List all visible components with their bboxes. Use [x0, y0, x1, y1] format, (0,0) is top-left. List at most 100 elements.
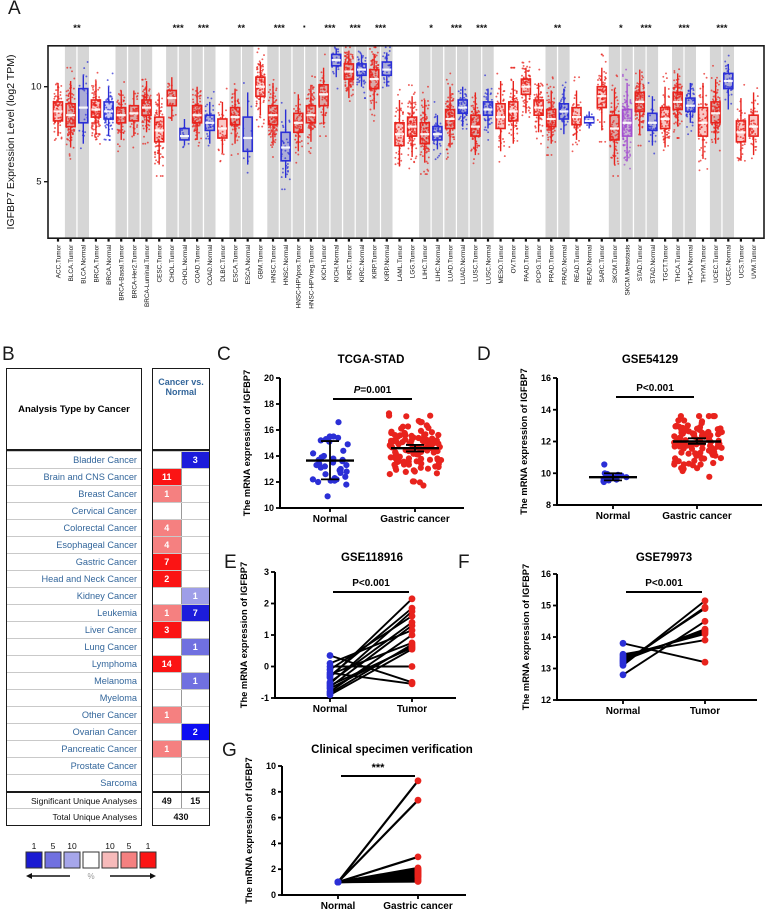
- box-column-READ.Tumor: [571, 76, 582, 153]
- down-count-cell: [180, 758, 210, 774]
- table-row-label: Esophageal Cancer: [7, 536, 141, 553]
- table-header-left: Analysis Type by Cancer: [7, 369, 141, 451]
- legend-swatch: [120, 851, 138, 869]
- count-row: [153, 757, 209, 774]
- x-axis-label: SARC.Tumor: [599, 244, 606, 283]
- table-row-label: Liver Cancer: [7, 621, 141, 638]
- tumor-point: [408, 644, 416, 651]
- down-count-cell: [180, 622, 210, 638]
- box-column-PRAD.Normal: [558, 81, 570, 135]
- tumor-point: [701, 630, 709, 638]
- box-column-THCA.Tumor: [672, 68, 684, 139]
- x-axis-label: THYM.Tumor: [700, 244, 707, 283]
- category-label: Normal: [313, 704, 348, 715]
- gray-band: [558, 45, 570, 239]
- count-row: 4: [153, 536, 209, 553]
- up-count-cell: [153, 588, 181, 604]
- x-axis-label: STAD.Tumor: [637, 244, 644, 281]
- count-row: 4: [153, 519, 209, 536]
- down-count-cell: [180, 554, 210, 570]
- box-column-KICH.Tumor: [318, 53, 329, 138]
- legend-swatch: [139, 851, 157, 869]
- table-row-label: Myeloma: [7, 689, 141, 706]
- table-row-label: Prostate Cancer: [7, 757, 141, 774]
- gray-band: [381, 45, 393, 239]
- box-column-STAD.Normal: [647, 81, 658, 155]
- down-count-cell: 2: [180, 724, 209, 740]
- tumor-point: [408, 619, 416, 626]
- significance-mark: ***: [678, 23, 689, 34]
- box-column-LUSC.Tumor: [470, 92, 481, 165]
- legend-swatch: [25, 851, 43, 869]
- significance-mark: *: [429, 23, 433, 34]
- y-tick-label: 20: [264, 373, 274, 383]
- table-row-label: Breast Cancer: [7, 485, 141, 502]
- up-count-cell: [153, 690, 181, 706]
- table-row-label: Sarcoma: [7, 774, 141, 791]
- box-column-KIRC.Normal: [356, 50, 367, 100]
- y-tick-label: 18: [264, 399, 274, 409]
- y-tick-label: 0: [271, 890, 276, 900]
- count-row: 3: [153, 451, 209, 468]
- count-row: 1: [153, 485, 209, 502]
- box-column-KIRP.Normal: [381, 46, 393, 89]
- summary-counts-row: 49 15: [153, 791, 209, 808]
- x-axis-label: PRAD.Tumor: [549, 244, 556, 283]
- x-axis-label: CESC.Tumor: [157, 244, 164, 283]
- box-column-HNSC.Tumor: [267, 78, 279, 158]
- total-analyses-count: 430: [173, 812, 189, 822]
- category-label: Normal: [321, 901, 356, 912]
- tumor-point: [701, 597, 709, 605]
- up-count-cell: 2: [153, 571, 181, 587]
- box-column-CESC.Tumor: [153, 92, 165, 177]
- x-axis-label: UVM.Tumor: [751, 244, 758, 279]
- y-axis-title: The mRNA expression of IGFBP7: [521, 564, 531, 710]
- y-tick-label: 13: [541, 664, 551, 674]
- count-row: 1: [153, 706, 209, 723]
- x-axis-label: KIRP.Normal: [384, 245, 391, 281]
- box-column-THYM.Tumor: [697, 72, 709, 172]
- y-tick-label: 4: [271, 838, 276, 848]
- gray-band: [330, 45, 342, 239]
- pair-line: [329, 654, 413, 684]
- box-column-ESCA.Normal: [242, 82, 253, 174]
- x-axis-label: BLCA.Tumor: [68, 244, 75, 282]
- x-axis-label: PRAD.Normal: [561, 245, 568, 285]
- pair-line: [329, 642, 413, 676]
- up-count-cell: [153, 639, 181, 655]
- y-tick-label: 16: [264, 425, 274, 435]
- count-row: 1: [153, 740, 209, 757]
- count-row: 1: [153, 587, 209, 604]
- up-count-cell: [153, 452, 181, 468]
- y-tick-label: 12: [541, 695, 551, 705]
- x-axis-label: HNSC-HPVpos.Tumor: [296, 244, 303, 309]
- x-axis-label: LUAD.Tumor: [447, 244, 454, 282]
- x-axis-label: CHOL.Tumor: [169, 244, 176, 283]
- pair-line: [337, 780, 419, 883]
- y-tick-label: 1: [264, 630, 269, 640]
- tumor-point: [701, 636, 709, 644]
- gray-band: [419, 45, 431, 239]
- x-axis-label: UCS.Tumor: [738, 244, 745, 278]
- count-row: [153, 689, 209, 706]
- chart-title: Clinical specimen verification: [311, 744, 473, 756]
- box-column-CHOL.Normal: [179, 119, 190, 149]
- box-column-HNSC-HPVpos.Tumor: [292, 91, 304, 164]
- y-tick-label: 14: [541, 405, 551, 415]
- legend-swatch: [63, 851, 81, 869]
- x-axis-label: BLCA.Normal: [81, 245, 88, 284]
- y-tick-label: 2: [271, 864, 276, 874]
- pair-line: [622, 642, 706, 664]
- box-column-READ.Normal: [583, 111, 595, 129]
- y-tick-label: 12: [264, 477, 274, 487]
- table-row-label: Pancreatic Cancer: [7, 740, 141, 757]
- y-tick-label: 10: [541, 468, 551, 478]
- x-axis-label: UCEC.Normal: [726, 245, 733, 285]
- y-tick-label: 12: [541, 437, 551, 447]
- y-axis-title: The mRNA expression of IGFBP7: [242, 370, 252, 516]
- count-row: [153, 502, 209, 519]
- table-row-label: Kidney Cancer: [7, 587, 141, 604]
- legend-swatch: [82, 851, 100, 869]
- x-axis-label: BRCA.Tumor: [93, 244, 100, 283]
